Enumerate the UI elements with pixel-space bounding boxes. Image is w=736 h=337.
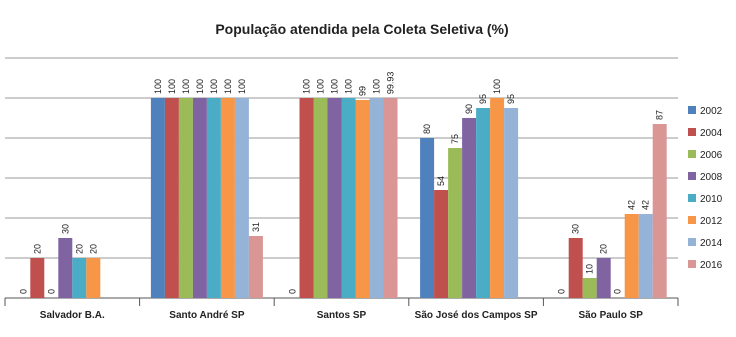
- value-label: 100: [330, 79, 340, 94]
- value-label: 100: [492, 79, 502, 94]
- bar: [568, 238, 583, 298]
- bar: [420, 138, 435, 298]
- bar: [490, 98, 505, 298]
- legend-label: 2010: [700, 194, 723, 205]
- value-label: 20: [599, 244, 609, 254]
- value-label: 100: [316, 79, 326, 94]
- x-tick-label: São Paulo SP: [578, 310, 643, 321]
- value-label: 31: [251, 222, 261, 232]
- legend-swatch: [688, 172, 696, 180]
- value-label: 90: [464, 104, 474, 114]
- value-label: 87: [655, 110, 665, 120]
- value-label: 42: [627, 200, 637, 210]
- bar: [582, 278, 597, 298]
- legend-swatch: [688, 260, 696, 268]
- x-tick-label: Santos SP: [317, 310, 367, 321]
- x-tick-label: Salvador B.A.: [40, 310, 105, 321]
- bar: [299, 98, 314, 298]
- value-label: 100: [223, 79, 233, 94]
- value-label: 100: [344, 79, 354, 94]
- value-label: 75: [450, 134, 460, 144]
- bar: [434, 190, 449, 298]
- legend-label: 2008: [700, 172, 723, 183]
- value-label: 20: [74, 244, 84, 254]
- bar: [58, 238, 73, 298]
- bar: [596, 258, 611, 298]
- value-label: 99: [358, 86, 368, 96]
- bar: [234, 98, 249, 298]
- value-label: 100: [195, 79, 205, 94]
- bar: [86, 258, 101, 298]
- bar: [72, 258, 87, 298]
- value-label: 0: [46, 289, 56, 294]
- legend-swatch: [688, 194, 696, 202]
- value-label: 0: [613, 289, 623, 294]
- value-label: 30: [571, 224, 581, 234]
- value-label: 30: [60, 224, 70, 234]
- legend-swatch: [688, 238, 696, 246]
- value-label: 20: [32, 244, 42, 254]
- legend-swatch: [688, 128, 696, 136]
- value-label: 99.93: [386, 72, 396, 95]
- legend-swatch: [688, 216, 696, 224]
- legend-swatch: [688, 106, 696, 114]
- legend-label: 2006: [700, 150, 723, 161]
- value-label: 0: [288, 289, 298, 294]
- bar: [341, 98, 356, 298]
- legend-label: 2002: [700, 106, 723, 117]
- bar: [355, 100, 370, 298]
- value-label: 100: [167, 79, 177, 94]
- x-tick-label: Santo André SP: [169, 310, 245, 321]
- legend-label: 2014: [700, 238, 723, 249]
- bar: [150, 98, 165, 298]
- value-label: 100: [181, 79, 191, 94]
- bar: [192, 98, 207, 298]
- value-label: 100: [209, 79, 219, 94]
- legend-label: 2012: [700, 216, 723, 227]
- bar: [178, 98, 193, 298]
- value-label: 42: [641, 200, 651, 210]
- x-tick-label: São José dos Campos SP: [415, 310, 538, 321]
- bar: [504, 108, 519, 298]
- value-label: 20: [88, 244, 98, 254]
- value-label: 95: [506, 94, 516, 104]
- bar: [30, 258, 45, 298]
- legend-label: 2016: [700, 260, 723, 271]
- value-label: 100: [302, 79, 312, 94]
- value-label: 0: [18, 289, 28, 294]
- bar: [327, 98, 342, 298]
- bar: [448, 148, 463, 298]
- bar: [476, 108, 491, 298]
- value-label: 80: [422, 124, 432, 134]
- value-label: 100: [153, 79, 163, 94]
- bar: [638, 214, 653, 298]
- bar: [206, 98, 221, 298]
- bar: [624, 214, 639, 298]
- chart-title: População atendida pela Coleta Seletiva …: [215, 21, 508, 37]
- value-label: 0: [557, 289, 567, 294]
- bar: [220, 98, 235, 298]
- bar: [248, 236, 263, 298]
- value-label: 100: [237, 79, 247, 94]
- bar: [313, 98, 328, 298]
- legend-swatch: [688, 150, 696, 158]
- value-label: 95: [478, 94, 488, 104]
- value-label: 10: [585, 264, 595, 274]
- bar: [164, 98, 179, 298]
- bar: [369, 98, 384, 298]
- bar: [383, 98, 398, 298]
- bar: [462, 118, 477, 298]
- bar: [652, 124, 667, 298]
- legend-label: 2004: [700, 128, 723, 139]
- value-label: 54: [436, 176, 446, 186]
- value-label: 100: [372, 79, 382, 94]
